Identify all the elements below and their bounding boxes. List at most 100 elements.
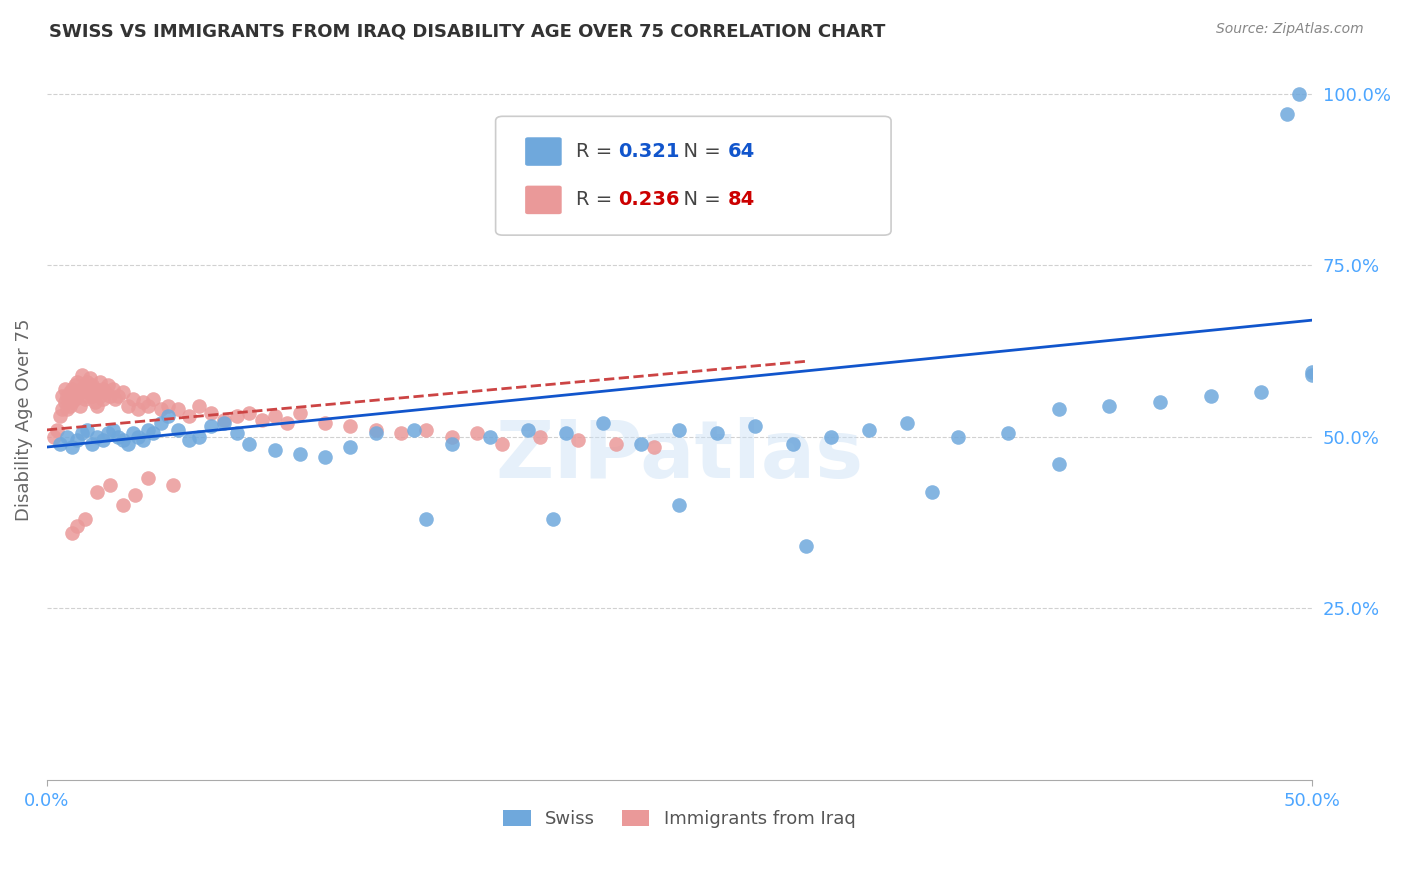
Point <box>60 525 83 540</box>
Point <box>69 385 91 400</box>
Point <box>896 416 918 430</box>
Point <box>529 430 551 444</box>
Point <box>107 430 129 444</box>
Point <box>1301 368 1323 382</box>
Point <box>89 375 111 389</box>
Point <box>117 436 139 450</box>
Point <box>101 382 124 396</box>
Point <box>592 416 614 430</box>
Point <box>66 433 89 447</box>
Point <box>66 375 89 389</box>
Point <box>132 433 155 447</box>
Point <box>149 416 172 430</box>
Text: R =: R = <box>576 142 619 161</box>
Point <box>177 433 200 447</box>
Point <box>491 436 513 450</box>
Point <box>200 419 222 434</box>
Point <box>111 433 134 447</box>
Point <box>200 406 222 420</box>
Point <box>86 484 108 499</box>
Point <box>69 399 91 413</box>
Point <box>91 392 114 406</box>
Point <box>127 430 149 444</box>
Point <box>76 423 98 437</box>
Point <box>630 436 652 450</box>
Point <box>142 392 165 406</box>
Point <box>794 540 817 554</box>
Point <box>225 426 247 441</box>
Point <box>72 382 94 396</box>
Point <box>94 385 117 400</box>
Point <box>516 423 538 437</box>
Point <box>86 430 108 444</box>
Point <box>66 389 89 403</box>
Point <box>415 512 437 526</box>
Point <box>1047 402 1070 417</box>
Point <box>921 484 943 499</box>
Point <box>402 423 425 437</box>
Point <box>117 399 139 413</box>
Point <box>187 430 209 444</box>
Point <box>56 402 79 417</box>
Point <box>250 412 273 426</box>
Point <box>314 416 336 430</box>
Point <box>225 409 247 424</box>
Text: R =: R = <box>576 190 619 210</box>
Point <box>48 409 70 424</box>
Point <box>1098 399 1121 413</box>
Point <box>314 450 336 465</box>
Point <box>86 385 108 400</box>
Text: Source: ZipAtlas.com: Source: ZipAtlas.com <box>1216 22 1364 37</box>
Point <box>668 499 690 513</box>
Point <box>238 406 260 420</box>
Text: 64: 64 <box>728 142 755 161</box>
Point <box>73 512 96 526</box>
Point <box>122 426 145 441</box>
Legend: Swiss, Immigrants from Iraq: Swiss, Immigrants from Iraq <box>496 803 862 836</box>
Point <box>1149 395 1171 409</box>
Point <box>76 375 98 389</box>
Point <box>187 399 209 413</box>
Point <box>60 395 83 409</box>
Point <box>212 412 235 426</box>
Point <box>56 430 79 444</box>
Text: 84: 84 <box>728 190 755 210</box>
Point <box>72 426 94 441</box>
Text: ZIPatlas: ZIPatlas <box>495 417 863 494</box>
Point <box>157 399 180 413</box>
Point <box>136 471 159 485</box>
Point <box>1199 389 1222 403</box>
Point <box>478 430 501 444</box>
Point <box>288 406 311 420</box>
Point <box>104 392 127 406</box>
Point <box>97 378 120 392</box>
Point <box>63 378 86 392</box>
Point <box>276 416 298 430</box>
Point <box>142 426 165 441</box>
Point <box>668 423 690 437</box>
Point <box>212 416 235 430</box>
Point <box>56 389 79 403</box>
Point <box>946 430 969 444</box>
Point <box>91 382 114 396</box>
Text: 0.321: 0.321 <box>619 142 679 161</box>
Point <box>97 426 120 441</box>
Point <box>89 389 111 403</box>
Point <box>59 385 82 400</box>
Point <box>66 519 89 533</box>
Point <box>1301 365 1323 379</box>
Point <box>91 433 114 447</box>
Point <box>59 399 82 413</box>
Point <box>465 426 488 441</box>
Text: N =: N = <box>672 142 727 161</box>
Point <box>605 436 627 450</box>
Point <box>111 499 134 513</box>
Point <box>82 378 104 392</box>
Point <box>124 488 146 502</box>
Point <box>136 399 159 413</box>
Point <box>127 402 149 417</box>
Point <box>86 399 108 413</box>
Point <box>415 423 437 437</box>
Point <box>1250 385 1272 400</box>
Point <box>82 436 104 450</box>
